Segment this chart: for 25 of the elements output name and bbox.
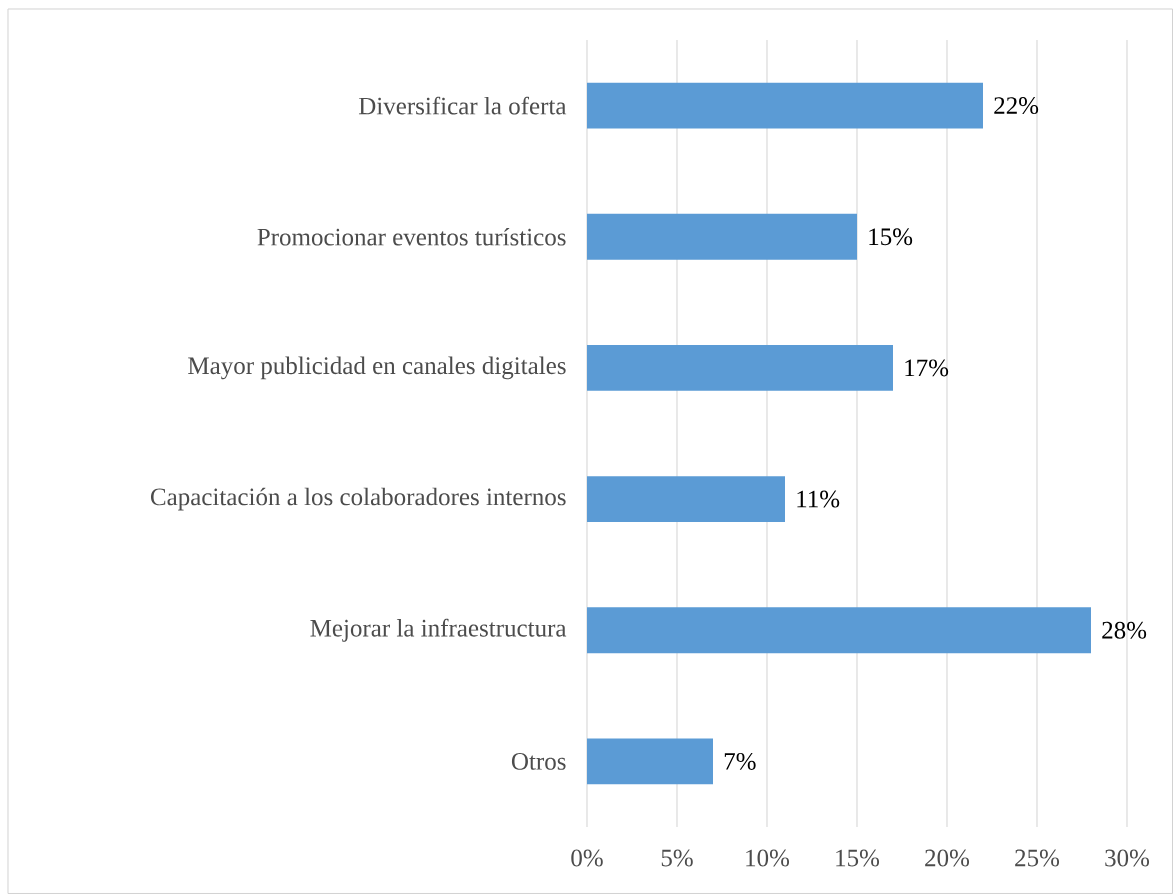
y-tick-label: Capacitación a los colaboradores internos [150,487,566,511]
x-tick-label: 25% [1015,849,1060,867]
x-tick-label: 0% [571,849,603,867]
y-tick-label: Otros [511,753,566,770]
y-tick-label: Mejorar la infraestructura [310,618,567,642]
y-tick-label: Promocionar eventos turísticos [257,227,566,246]
bar [587,344,893,391]
data-label: 22% [994,97,1039,115]
data-label: 28% [1102,621,1147,639]
y-tick-label: Diversificar la oferta [358,96,567,115]
x-tick-label: 30% [1105,849,1150,867]
data-label: 15% [869,228,913,246]
bar [587,213,857,260]
bar [587,738,713,785]
bar [587,476,785,523]
y-tick-label: Mayor publicidad en canales digitales [188,356,566,380]
x-tick-label: 5% [661,849,693,867]
x-tick-label: 20% [925,849,970,867]
data-label: 7% [724,752,756,770]
bar [587,82,983,129]
data-label: 11% [797,490,840,508]
x-tick-label: 15% [836,849,880,867]
data-label: 17% [905,359,949,377]
bar [587,607,1091,654]
x-tick-label: 10% [746,849,790,867]
